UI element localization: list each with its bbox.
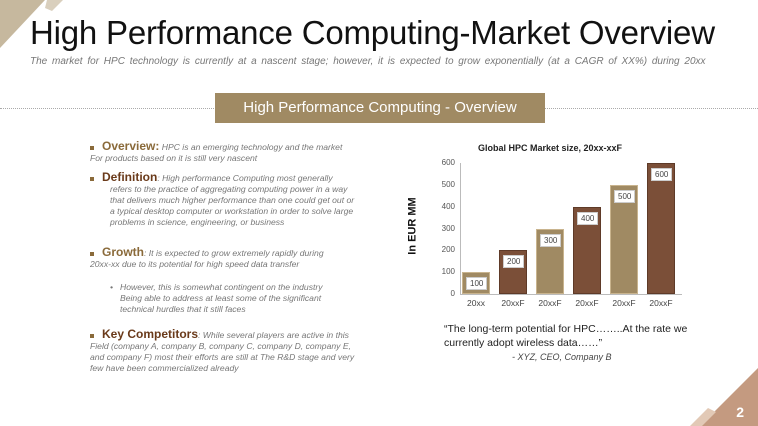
page-subtitle: The market for HPC technology is current…	[30, 56, 706, 67]
bullet-marker	[90, 251, 94, 256]
data-label: 600	[651, 168, 673, 181]
overview-text: HPC is an emerging technology and the ma…	[159, 142, 343, 152]
bar	[647, 163, 675, 294]
overview-heading: Overview:	[102, 139, 160, 153]
bar	[610, 184, 638, 294]
top-left-strip	[45, 0, 63, 11]
competitors-text: : While several players are active in th…	[198, 330, 349, 340]
x-axis-line	[460, 294, 682, 295]
quote: “The long-term potential for HPC……..At t…	[444, 323, 688, 349]
section-banner: High Performance Computing - Overview	[215, 93, 545, 123]
bullet-marker	[90, 145, 94, 150]
overview-text-2: For products based on it is still very n…	[90, 153, 258, 163]
bullet-competitors: Key Competitors: While several players a…	[90, 327, 360, 374]
x-tick-label: 20xxF	[501, 298, 525, 308]
y-tick-label: 600	[441, 158, 455, 167]
x-tick-label: 20xxF	[538, 298, 562, 308]
x-tick-label: 20xxF	[575, 298, 599, 308]
bullet-marker	[90, 333, 94, 338]
y-tick-label: 100	[441, 267, 455, 277]
y-tick-label: 0	[450, 289, 455, 298]
data-label: 500	[614, 189, 636, 203]
competitors-text-2: Field (company A, company B, company C, …	[90, 341, 355, 373]
chart-title: Global HPC Market size, 20xx-xxF	[477, 143, 623, 153]
growth-text-2: 20xx-xx due to its potential for high sp…	[90, 259, 300, 269]
definition-heading: Definition	[102, 170, 158, 184]
growth-text: : It is expected to grow extremely rapid…	[144, 248, 324, 258]
y-axis-line	[460, 163, 461, 294]
quote-attribution: - XYZ, CEO, Company B	[512, 352, 612, 362]
data-label: 200	[503, 255, 525, 269]
definition-text-2: refers to the practice of aggregating co…	[110, 184, 355, 227]
y-tick-label: 400	[441, 201, 455, 211]
top-left-triangle	[0, 0, 45, 48]
x-tick-label: 20xxF	[612, 298, 636, 308]
y-tick-label: 300	[441, 223, 455, 233]
y-tick-label: 500	[441, 179, 455, 189]
bullet-marker	[90, 176, 94, 181]
bullet-overview: Overview: HPC is an emerging technology …	[90, 139, 360, 164]
data-label: 300	[540, 233, 562, 247]
y-tick-label: 200	[441, 245, 455, 255]
data-label: 400	[577, 211, 599, 225]
x-tick-label: 20xx	[467, 298, 485, 308]
definition-text: : High performance Computing most genera…	[157, 173, 333, 183]
bottom-right-strip	[690, 408, 716, 426]
x-tick-label: 20xxF	[649, 298, 673, 308]
bullet-growth: Growth: It is expected to grow extremely…	[90, 245, 360, 315]
page-number: 2	[736, 404, 744, 420]
bullet-definition: Definition: High performance Computing m…	[90, 170, 360, 228]
page-title: High Performance Computing-Market Overvi…	[30, 14, 715, 51]
growth-subbullet-text: However, this is somewhat contingent on …	[120, 282, 323, 314]
data-label: 100	[466, 277, 488, 291]
growth-heading: Growth	[102, 245, 144, 259]
competitors-heading: Key Competitors	[102, 327, 199, 341]
growth-subbullet: • However, this is somewhat contingent on…	[110, 282, 323, 314]
